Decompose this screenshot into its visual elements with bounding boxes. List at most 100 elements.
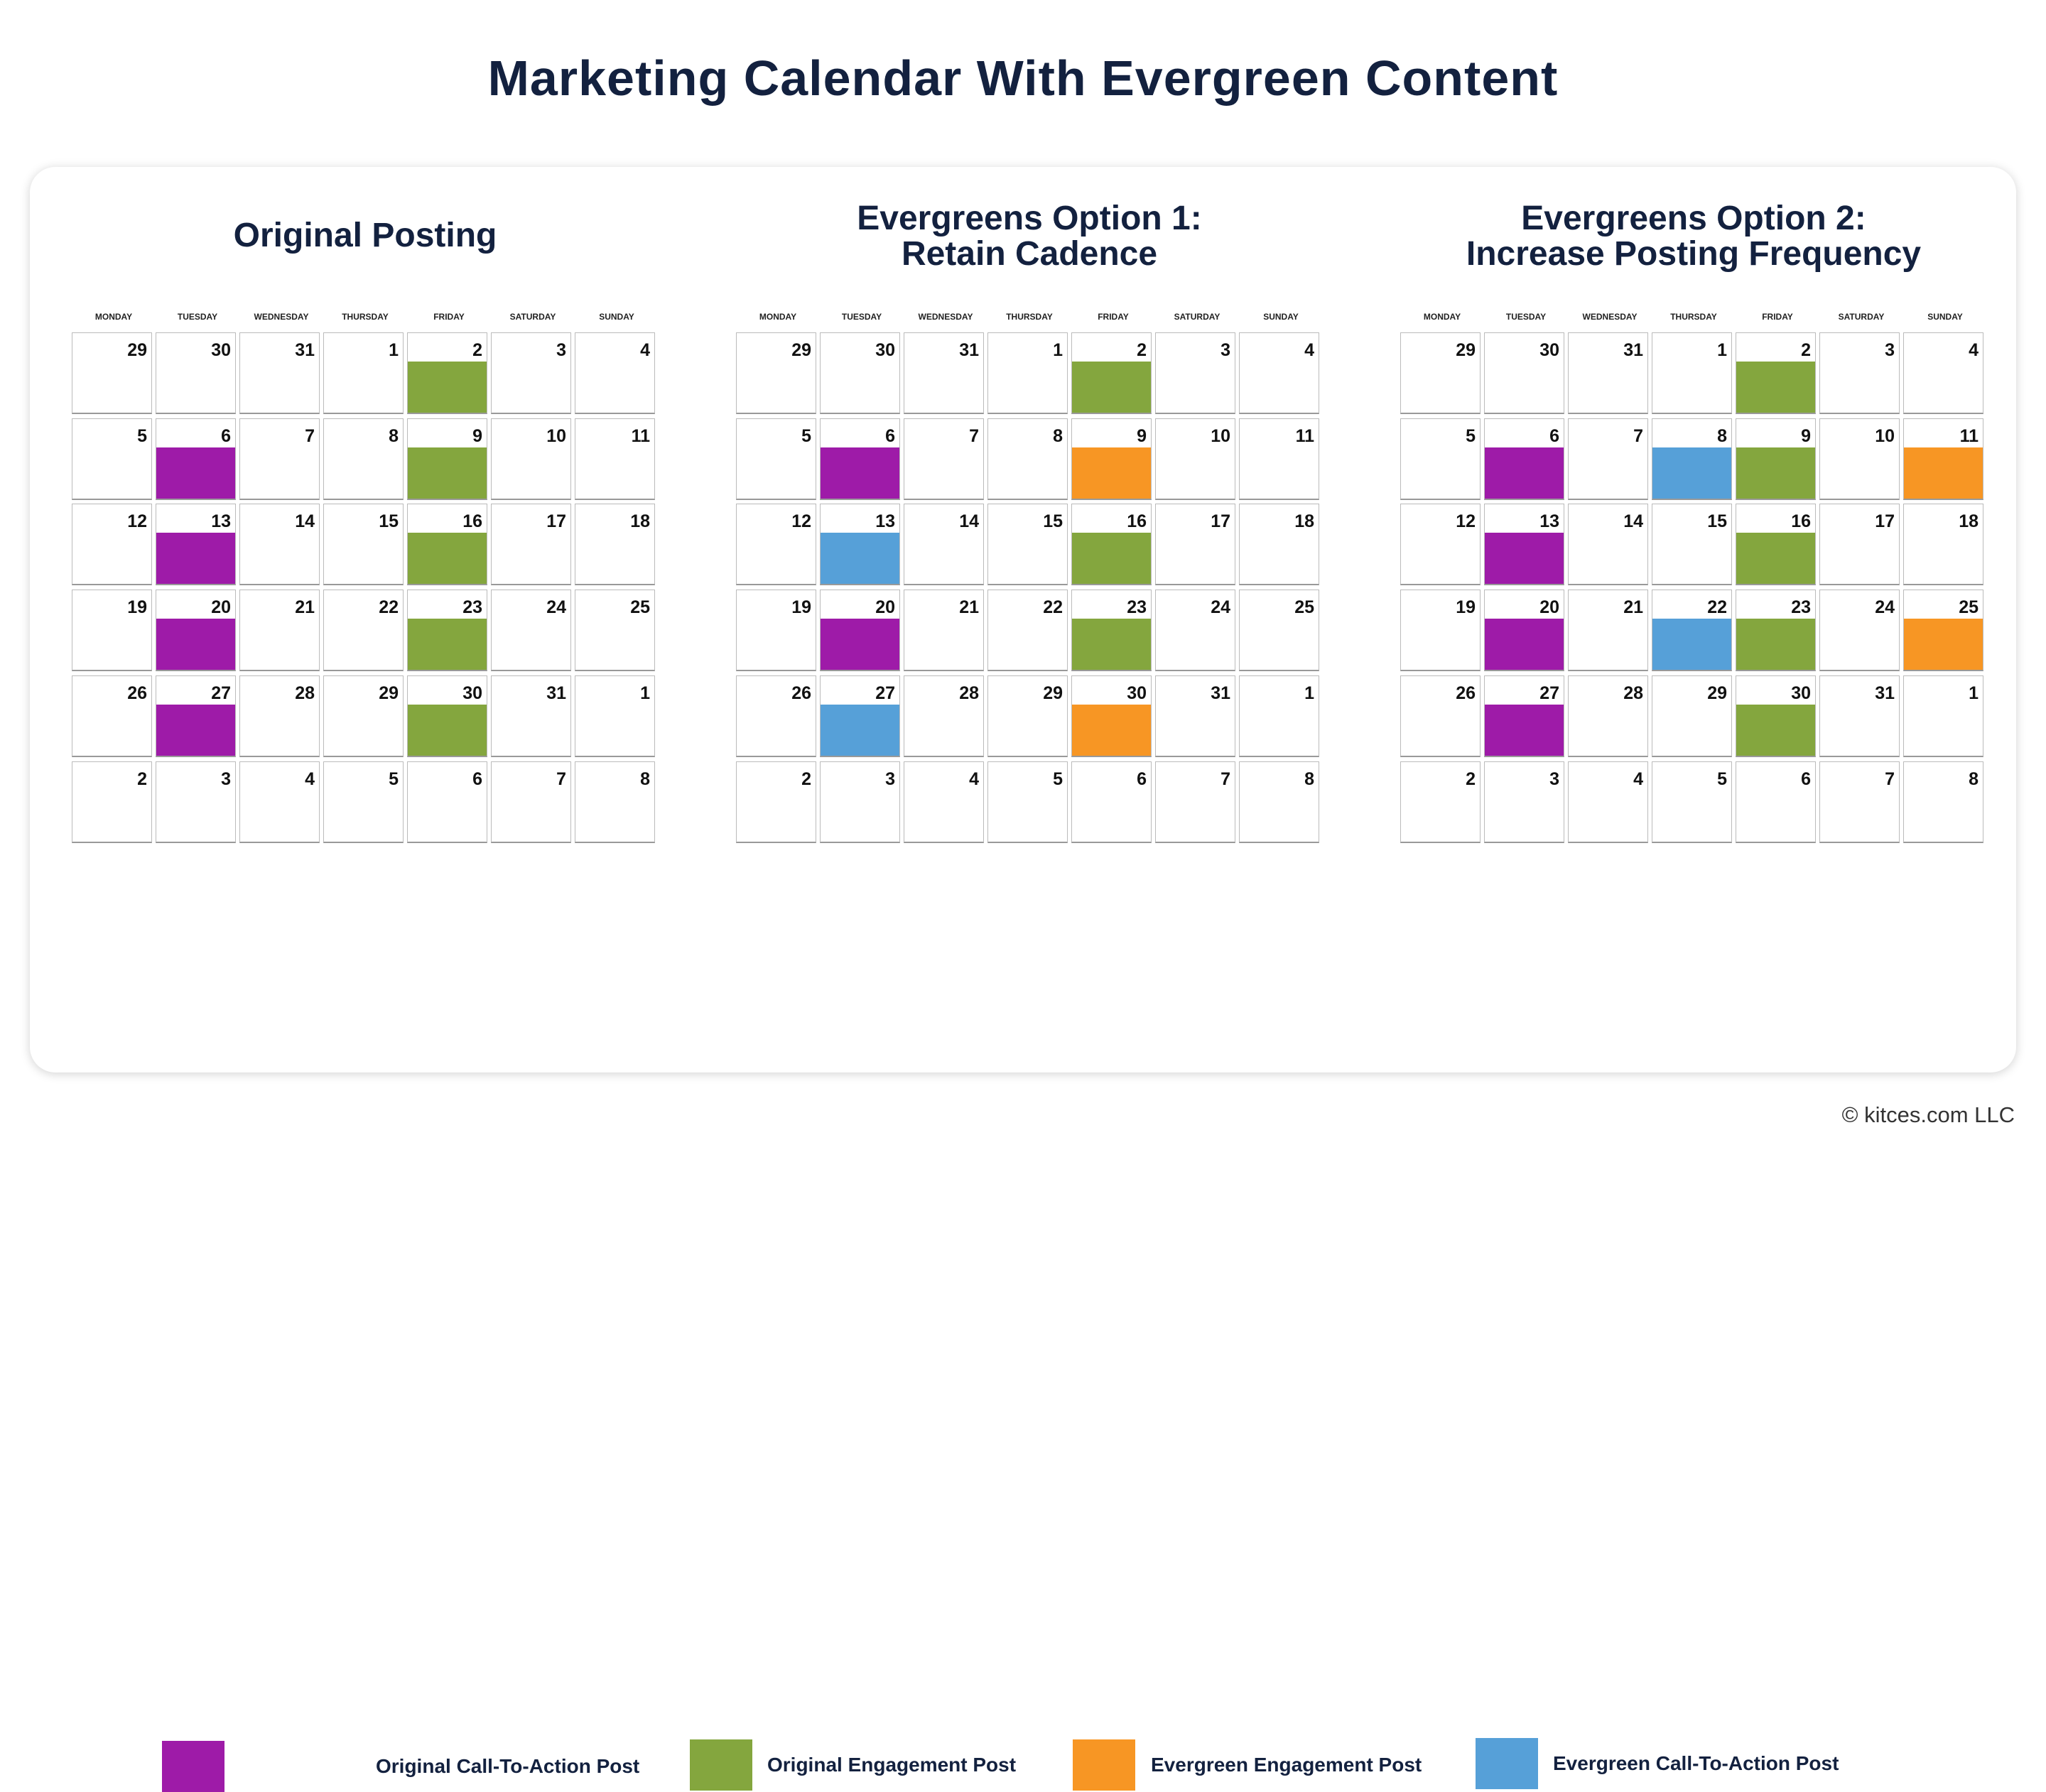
- weekday-label: TUESDAY: [841, 312, 882, 322]
- day-cell: 16: [1071, 504, 1152, 586]
- day-cell: 4: [575, 332, 655, 414]
- day-cell: 7: [239, 418, 320, 500]
- day-cell: 17: [491, 504, 571, 586]
- day-cell: 20: [1484, 590, 1564, 672]
- day-cell: 1: [1903, 675, 1983, 757]
- date-number: 24: [1211, 597, 1230, 618]
- day-cell: 6: [1071, 761, 1152, 843]
- date-number: 8: [1717, 425, 1727, 446]
- date-number: 4: [969, 769, 979, 789]
- date-number: 11: [1295, 425, 1314, 446]
- day-cell: 2: [1736, 332, 1816, 414]
- date-number: 3: [1220, 340, 1230, 360]
- day-cell: 20: [820, 590, 900, 672]
- day-cell: 1: [323, 332, 404, 414]
- day-cell: 5: [1400, 418, 1481, 500]
- date-number: 13: [875, 511, 895, 532]
- date-number: 23: [462, 597, 482, 618]
- date-number: 3: [556, 340, 566, 360]
- day-cell: 31: [239, 332, 320, 414]
- day-cell: 17: [1819, 504, 1900, 586]
- date-number: 5: [389, 769, 399, 789]
- date-number: 29: [379, 683, 399, 703]
- post-block-original-engagement: [408, 362, 487, 413]
- day-cell: 26: [72, 675, 152, 757]
- day-cell: 6: [1484, 418, 1564, 500]
- day-cell: 24: [1819, 590, 1900, 672]
- date-number: 30: [875, 340, 895, 360]
- day-cell: 10: [491, 418, 571, 500]
- date-number: 17: [1211, 511, 1230, 532]
- date-number: 3: [1549, 769, 1559, 789]
- day-cell: 11: [1903, 418, 1983, 500]
- post-block-original-engagement: [408, 533, 487, 585]
- post-block-original-cta: [156, 704, 235, 756]
- date-number: 25: [1294, 597, 1314, 618]
- legend-label: Original Engagement Post: [767, 1754, 1017, 1776]
- date-number: 2: [801, 769, 811, 789]
- day-cell: 10: [1155, 418, 1235, 500]
- day-cell: 28: [904, 675, 984, 757]
- weekday-label: FRIDAY: [1762, 312, 1793, 322]
- date-number: 30: [1127, 683, 1147, 703]
- day-cell: 11: [1239, 418, 1319, 500]
- legend-label: Original Call-To-Action Post: [376, 1755, 640, 1777]
- weekday-label: WEDNESDAY: [254, 312, 309, 322]
- date-number: 30: [1539, 340, 1559, 360]
- calendar-title: Evergreens Option 2: Increase Posting Fre…: [1400, 201, 1987, 272]
- day-cell: 18: [1903, 504, 1983, 586]
- day-cell: 4: [904, 761, 984, 843]
- date-number: 31: [959, 340, 979, 360]
- date-number: 19: [127, 597, 147, 618]
- date-number: 10: [546, 425, 566, 446]
- day-cell: 29: [72, 332, 152, 414]
- date-number: 22: [1043, 597, 1063, 618]
- day-cell: 27: [1484, 675, 1564, 757]
- day-cell: 11: [575, 418, 655, 500]
- date-number: 1: [1717, 340, 1727, 360]
- weekday-label: MONDAY: [1423, 312, 1461, 322]
- date-number: 21: [959, 597, 979, 618]
- day-cell: 25: [1239, 590, 1319, 672]
- weekday-label: SATURDAY: [1838, 312, 1885, 322]
- date-number: 6: [1801, 769, 1811, 789]
- date-number: 22: [1707, 597, 1727, 618]
- day-cell: 30: [1736, 675, 1816, 757]
- date-number: 15: [379, 511, 399, 532]
- day-cell: 7: [1568, 418, 1648, 500]
- date-number: 29: [1456, 340, 1476, 360]
- calendar-title-line: Increase Posting Frequency: [1466, 235, 1922, 273]
- date-number: 20: [1539, 597, 1559, 618]
- date-number: 31: [295, 340, 315, 360]
- day-cell: 24: [491, 590, 571, 672]
- day-cell: 21: [1568, 590, 1648, 672]
- day-cell: 26: [1400, 675, 1481, 757]
- date-number: 9: [472, 425, 482, 446]
- date-number: 8: [1053, 425, 1063, 446]
- day-cell: 13: [820, 504, 900, 586]
- weekday-label: WEDNESDAY: [918, 312, 973, 322]
- day-cell: 3: [156, 761, 236, 843]
- date-number: 22: [379, 597, 399, 618]
- day-cell: 1: [987, 332, 1068, 414]
- date-number: 13: [1539, 511, 1559, 532]
- day-cell: 12: [72, 504, 152, 586]
- day-cell: 23: [1736, 590, 1816, 672]
- date-number: 21: [1623, 597, 1643, 618]
- date-number: 28: [959, 683, 979, 703]
- day-cell: 29: [987, 675, 1068, 757]
- date-number: 19: [1456, 597, 1476, 618]
- day-cell: 14: [904, 504, 984, 586]
- day-cell: 5: [1652, 761, 1732, 843]
- date-number: 16: [1791, 511, 1811, 532]
- date-number: 3: [221, 769, 231, 789]
- day-cell: 4: [239, 761, 320, 843]
- date-number: 14: [959, 511, 979, 532]
- day-cell: 16: [1736, 504, 1816, 586]
- date-number: 18: [1959, 511, 1979, 532]
- post-block-original-engagement: [1736, 362, 1815, 413]
- day-cell: 5: [323, 761, 404, 843]
- date-number: 23: [1791, 597, 1811, 618]
- post-block-original-engagement: [1072, 533, 1151, 585]
- day-cell: 17: [1155, 504, 1235, 586]
